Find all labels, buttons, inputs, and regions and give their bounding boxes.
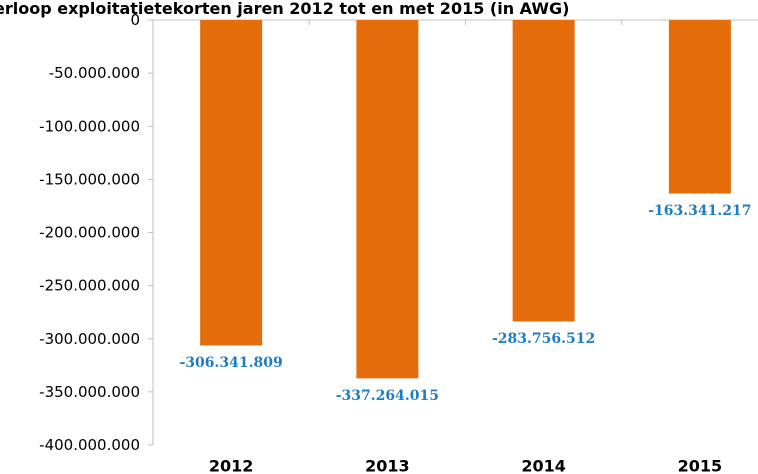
data-label-2015: -163.341.217 (648, 203, 751, 219)
y-tick-label: 0 (130, 11, 140, 29)
bar-2015 (668, 20, 731, 194)
data-labels: -306.341.809 -337.264.015 -283.756.512 -163… (180, 203, 752, 404)
x-tick-label-2014: 2014 (521, 457, 566, 474)
y-axis-ticks: 0 -50.000.000 -100.000.000 -150.000.000 -200… (39, 11, 153, 454)
data-label-2012: -306.341.809 (180, 355, 283, 371)
y-tick-label: -300.000.000 (39, 330, 140, 348)
bar-2013 (356, 20, 419, 379)
y-tick-label: -150.000.000 (39, 170, 140, 188)
data-label-2013: -337.264.015 (336, 388, 439, 404)
y-tick-label: -400.000.000 (39, 436, 140, 454)
y-tick-label: -50.000.000 (49, 64, 140, 82)
y-tick-label: -100.000.000 (39, 117, 140, 135)
bar-2012 (200, 20, 263, 346)
bar-2014 (512, 20, 575, 322)
x-tick-label-2012: 2012 (209, 457, 254, 474)
chart-title: erloop exploitatietekorten jaren 2012 to… (0, 0, 569, 18)
x-tick-label-2015: 2015 (678, 457, 723, 474)
data-label-2014: -283.756.512 (492, 331, 595, 347)
y-tick-label: -350.000.000 (39, 383, 140, 401)
y-tick-label: -200.000.000 (39, 224, 140, 242)
x-axis-ticks: 2012 2013 2014 2015 (209, 457, 722, 474)
x-tick-label-2013: 2013 (365, 457, 410, 474)
bars (200, 20, 731, 379)
y-tick-label: -250.000.000 (39, 277, 140, 295)
